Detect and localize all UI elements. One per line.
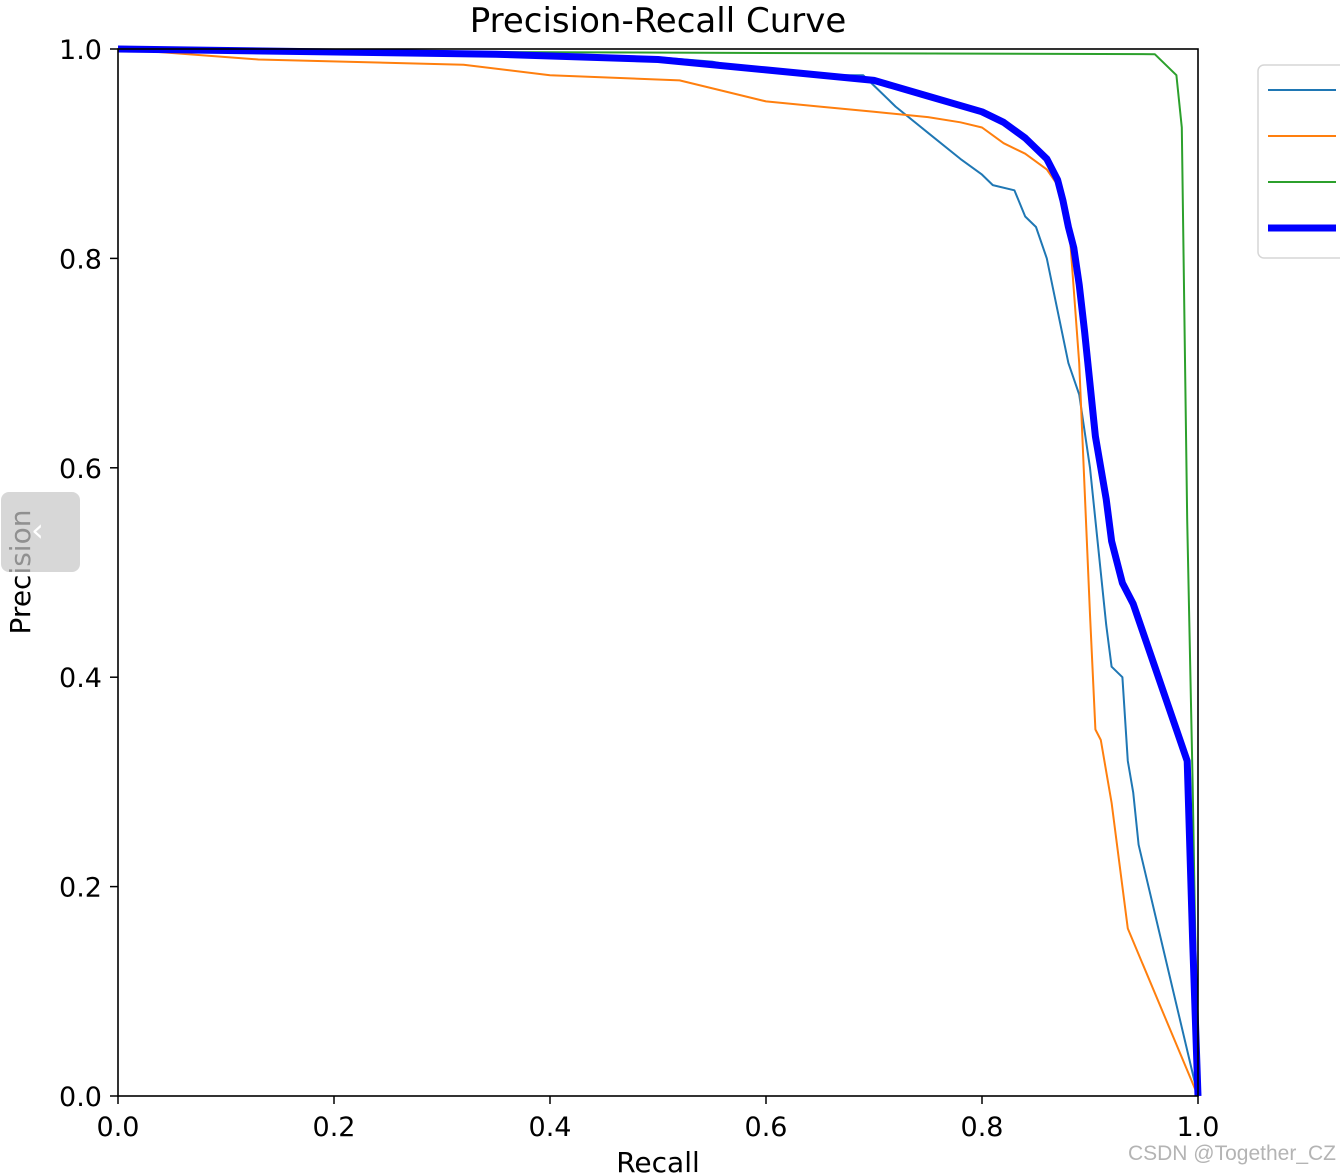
x-tick-label: 0.8 (961, 1112, 1004, 1143)
x-tick-label: 0.6 (745, 1112, 788, 1143)
chart-title: Precision-Recall Curve (470, 1, 847, 41)
legend (1257, 64, 1340, 259)
y-tick-label: 1.0 (59, 35, 102, 66)
y-tick-label: 0.0 (59, 1082, 102, 1113)
x-tick-label: 0.4 (529, 1112, 572, 1143)
curves-layer (117, 45, 1202, 1097)
series-2-line (117, 48, 1199, 1097)
plot-frame (117, 48, 1199, 1097)
x-tick-label: 1.0 (1177, 1112, 1220, 1143)
watermark-text: CSDN @Together_CZ (1128, 1142, 1336, 1165)
x-axis-label: Recall (616, 1146, 700, 1176)
chevron-left-icon: ‹ (31, 511, 44, 549)
y-tick-label: 0.4 (59, 663, 102, 694)
y-tick-label: 0.6 (59, 454, 102, 485)
x-tick-label: 0.0 (97, 1112, 140, 1143)
axis-ticks: 0.0 0.2 0.4 0.6 0.8 1.0 0.0 0.2 0.4 0.6 0.8 1.0 (59, 35, 1219, 1143)
series-3-line (117, 48, 1199, 1097)
y-tick-label: 0.2 (59, 873, 102, 904)
previous-image-button[interactable]: ‹ (1, 492, 80, 572)
x-tick-label: 0.2 (313, 1112, 356, 1143)
legend-box (1257, 64, 1340, 259)
y-tick-label: 0.8 (59, 244, 102, 275)
series-4-line (117, 45, 1202, 1097)
